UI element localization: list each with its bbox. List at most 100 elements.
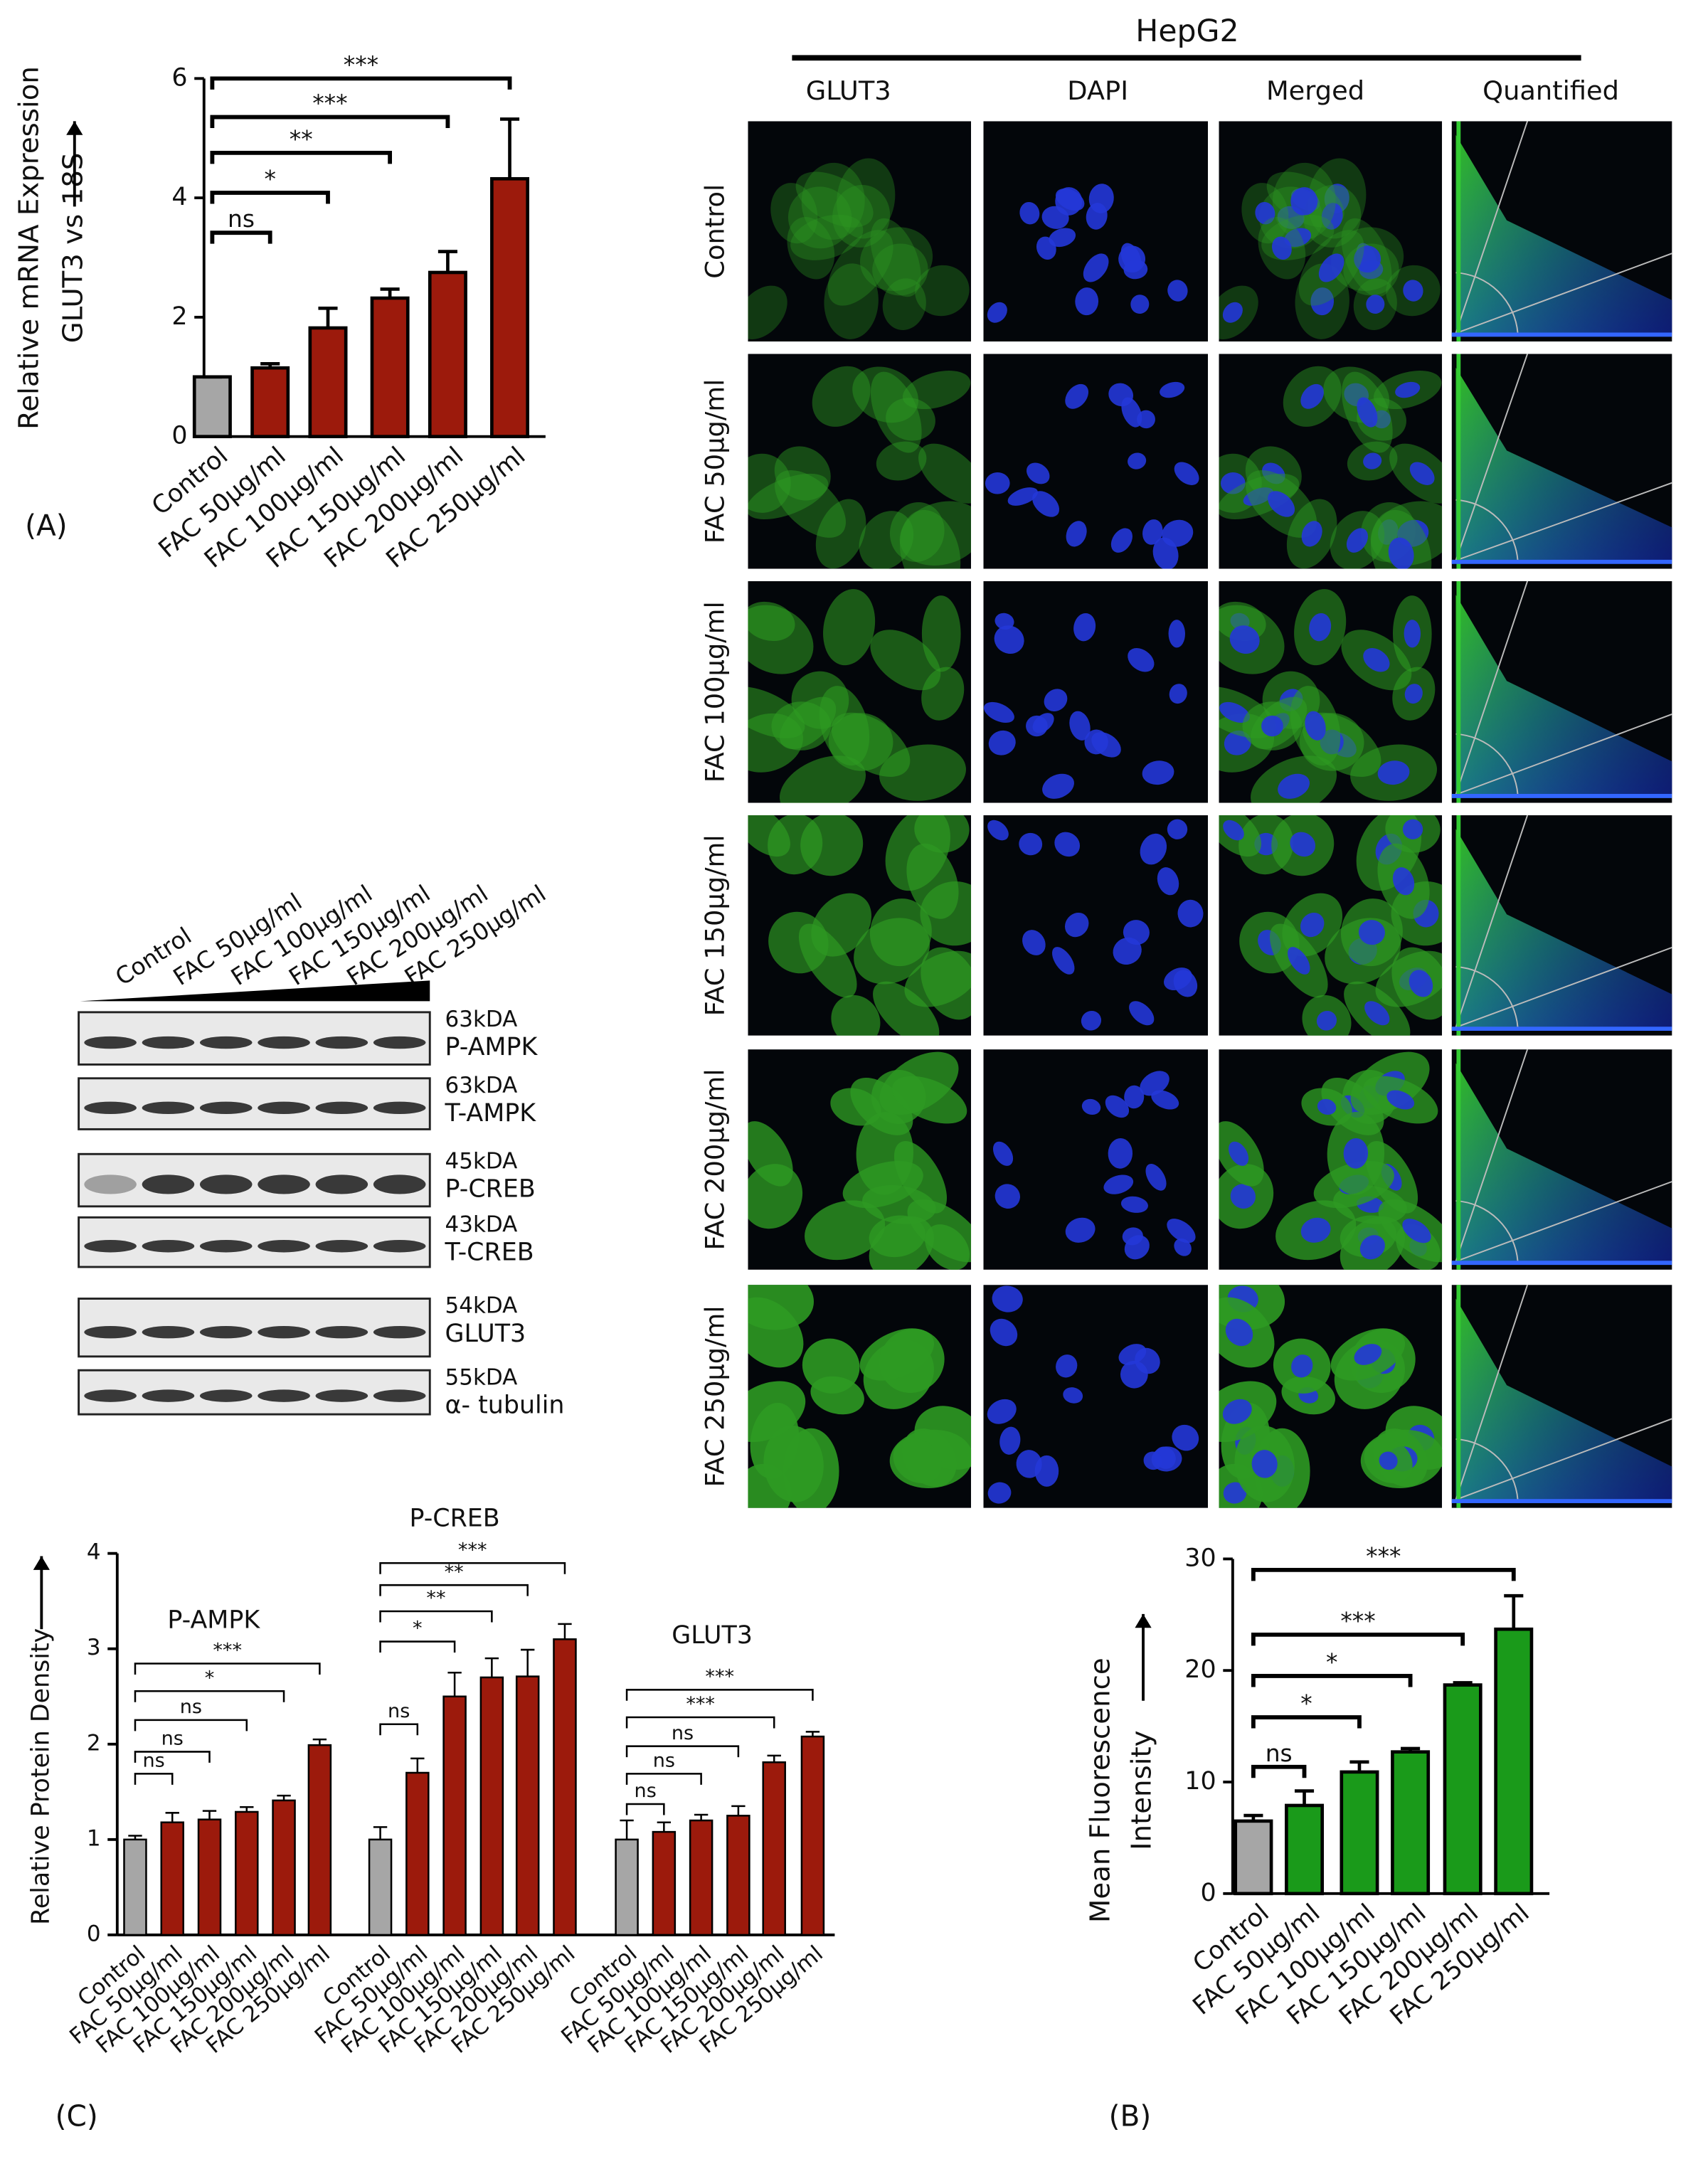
- cell-cytoplasm: [902, 371, 971, 410]
- cell-nucleus: [1120, 1196, 1148, 1213]
- cell-cytoplasm: [837, 158, 896, 239]
- significance-bracket: [379, 1640, 456, 1653]
- significance-label: ns: [388, 1700, 410, 1722]
- error-bar: [1243, 1813, 1263, 1821]
- y-tick-label: 0: [1200, 1879, 1216, 1907]
- blot-protein: α- tubulin: [445, 1391, 565, 1420]
- micrograph: [1219, 121, 1443, 342]
- blot-band: [315, 1174, 368, 1194]
- cell-nucleus: [1145, 1163, 1167, 1191]
- cloud-fade: [1455, 134, 1672, 334]
- cell-cytoplasm: [859, 1328, 935, 1381]
- cell-cytoplasm: [798, 923, 857, 998]
- cell-cytoplasm: [907, 1199, 972, 1263]
- blot-band: [199, 1240, 253, 1253]
- bar: [1391, 1750, 1431, 1896]
- panel-label: (A): [25, 508, 68, 542]
- cell-nucleus: [1261, 715, 1283, 737]
- blot-band: [258, 1389, 310, 1402]
- cell-cytoplasm: [915, 265, 970, 317]
- cell-nucleus: [987, 302, 1007, 323]
- cloud-fade: [1455, 595, 1672, 795]
- cell-cytoplasm: [827, 230, 893, 306]
- significance-label: ***: [458, 1539, 487, 1561]
- cell-nucleus: [1036, 236, 1056, 260]
- cell-nucleus: [1086, 203, 1108, 230]
- cell-cytoplasm: [771, 701, 832, 751]
- cell-nucleus: [1027, 462, 1050, 484]
- bar: [405, 1771, 430, 1936]
- significance-bracket: [379, 1561, 566, 1574]
- cell-nucleus: [1409, 970, 1433, 997]
- blot-strip: [78, 1298, 431, 1358]
- cell-cytoplasm: [748, 453, 791, 513]
- blot-band: [315, 1240, 368, 1253]
- cell-nucleus: [1268, 491, 1295, 517]
- y-tick-label: 4: [171, 183, 187, 211]
- blot-band: [315, 1325, 368, 1339]
- cell-cytoplasm: [899, 509, 961, 569]
- cell-nucleus: [1049, 228, 1076, 248]
- row-label: Control: [699, 184, 730, 279]
- significance-bracket: [134, 1662, 321, 1675]
- blot-band: [142, 1389, 195, 1402]
- cell-cytoplasm: [886, 398, 935, 441]
- y-tick-label: 2: [171, 302, 187, 331]
- blot-strip: [78, 1152, 431, 1208]
- cell-nucleus: [1128, 452, 1147, 470]
- micrograph: [1219, 580, 1443, 803]
- cell-nucleus: [1022, 930, 1046, 955]
- cell-nucleus: [1081, 1010, 1102, 1031]
- bar: [235, 1810, 259, 1936]
- significance-bracket: [134, 1690, 285, 1702]
- cell-nucleus: [1225, 1318, 1253, 1347]
- significance-bracket: [625, 1773, 702, 1785]
- error-bar: [657, 1821, 672, 1833]
- cell-cytoplasm: [787, 186, 852, 249]
- error-bar: [260, 362, 280, 368]
- blot-band: [142, 1325, 195, 1339]
- cell-nucleus: [1364, 1001, 1390, 1026]
- cell-cytoplasm: [748, 605, 814, 674]
- cell-nucleus: [1063, 1387, 1083, 1404]
- significance-bracket: [210, 191, 330, 204]
- cell-nucleus: [999, 1426, 1021, 1455]
- cell-nucleus: [1140, 833, 1167, 865]
- cell-nucleus: [1103, 1174, 1134, 1194]
- micrograph: [748, 580, 972, 803]
- cell-cytoplasm: [872, 243, 928, 296]
- cell-nucleus: [1157, 867, 1179, 896]
- cell-nucleus: [1229, 625, 1260, 654]
- error-bar: [731, 1805, 746, 1816]
- cell-nucleus: [1402, 1219, 1431, 1243]
- significance-label: **: [426, 1587, 445, 1609]
- cell-nucleus: [1044, 689, 1068, 711]
- error-bar: [380, 287, 400, 299]
- cell-nucleus: [1392, 867, 1415, 896]
- cell-cytoplasm: [893, 1438, 942, 1484]
- cell-cytoplasm: [824, 263, 879, 339]
- blot-strip: [78, 1369, 431, 1416]
- blot-band: [84, 1325, 137, 1339]
- cell-cytoplasm: [873, 981, 940, 1036]
- y-tick-label: 3: [87, 1635, 101, 1660]
- error-bar: [447, 1671, 462, 1697]
- cell-cytoplasm: [869, 898, 932, 967]
- bar: [1285, 1803, 1325, 1896]
- blot-strip: [78, 1216, 431, 1268]
- cell-cytoplasm: [805, 1200, 886, 1261]
- cell-nucleus: [1167, 280, 1188, 302]
- cell-nucleus: [987, 1482, 1012, 1504]
- y-axis-label: GLUT3 vs 18S: [57, 153, 89, 344]
- quadrant-lines: [1455, 1285, 1672, 1501]
- significance-label: ***: [686, 1693, 715, 1715]
- title-rule: [792, 55, 1581, 61]
- cell-nucleus: [1124, 1085, 1145, 1109]
- significance-label: ***: [312, 90, 347, 117]
- cell-nucleus: [1142, 519, 1163, 545]
- cell-cytoplasm: [921, 595, 961, 672]
- significance-bracket: [1251, 1632, 1465, 1646]
- cloud-fade: [1455, 1298, 1672, 1500]
- significance-label: *: [205, 1667, 215, 1689]
